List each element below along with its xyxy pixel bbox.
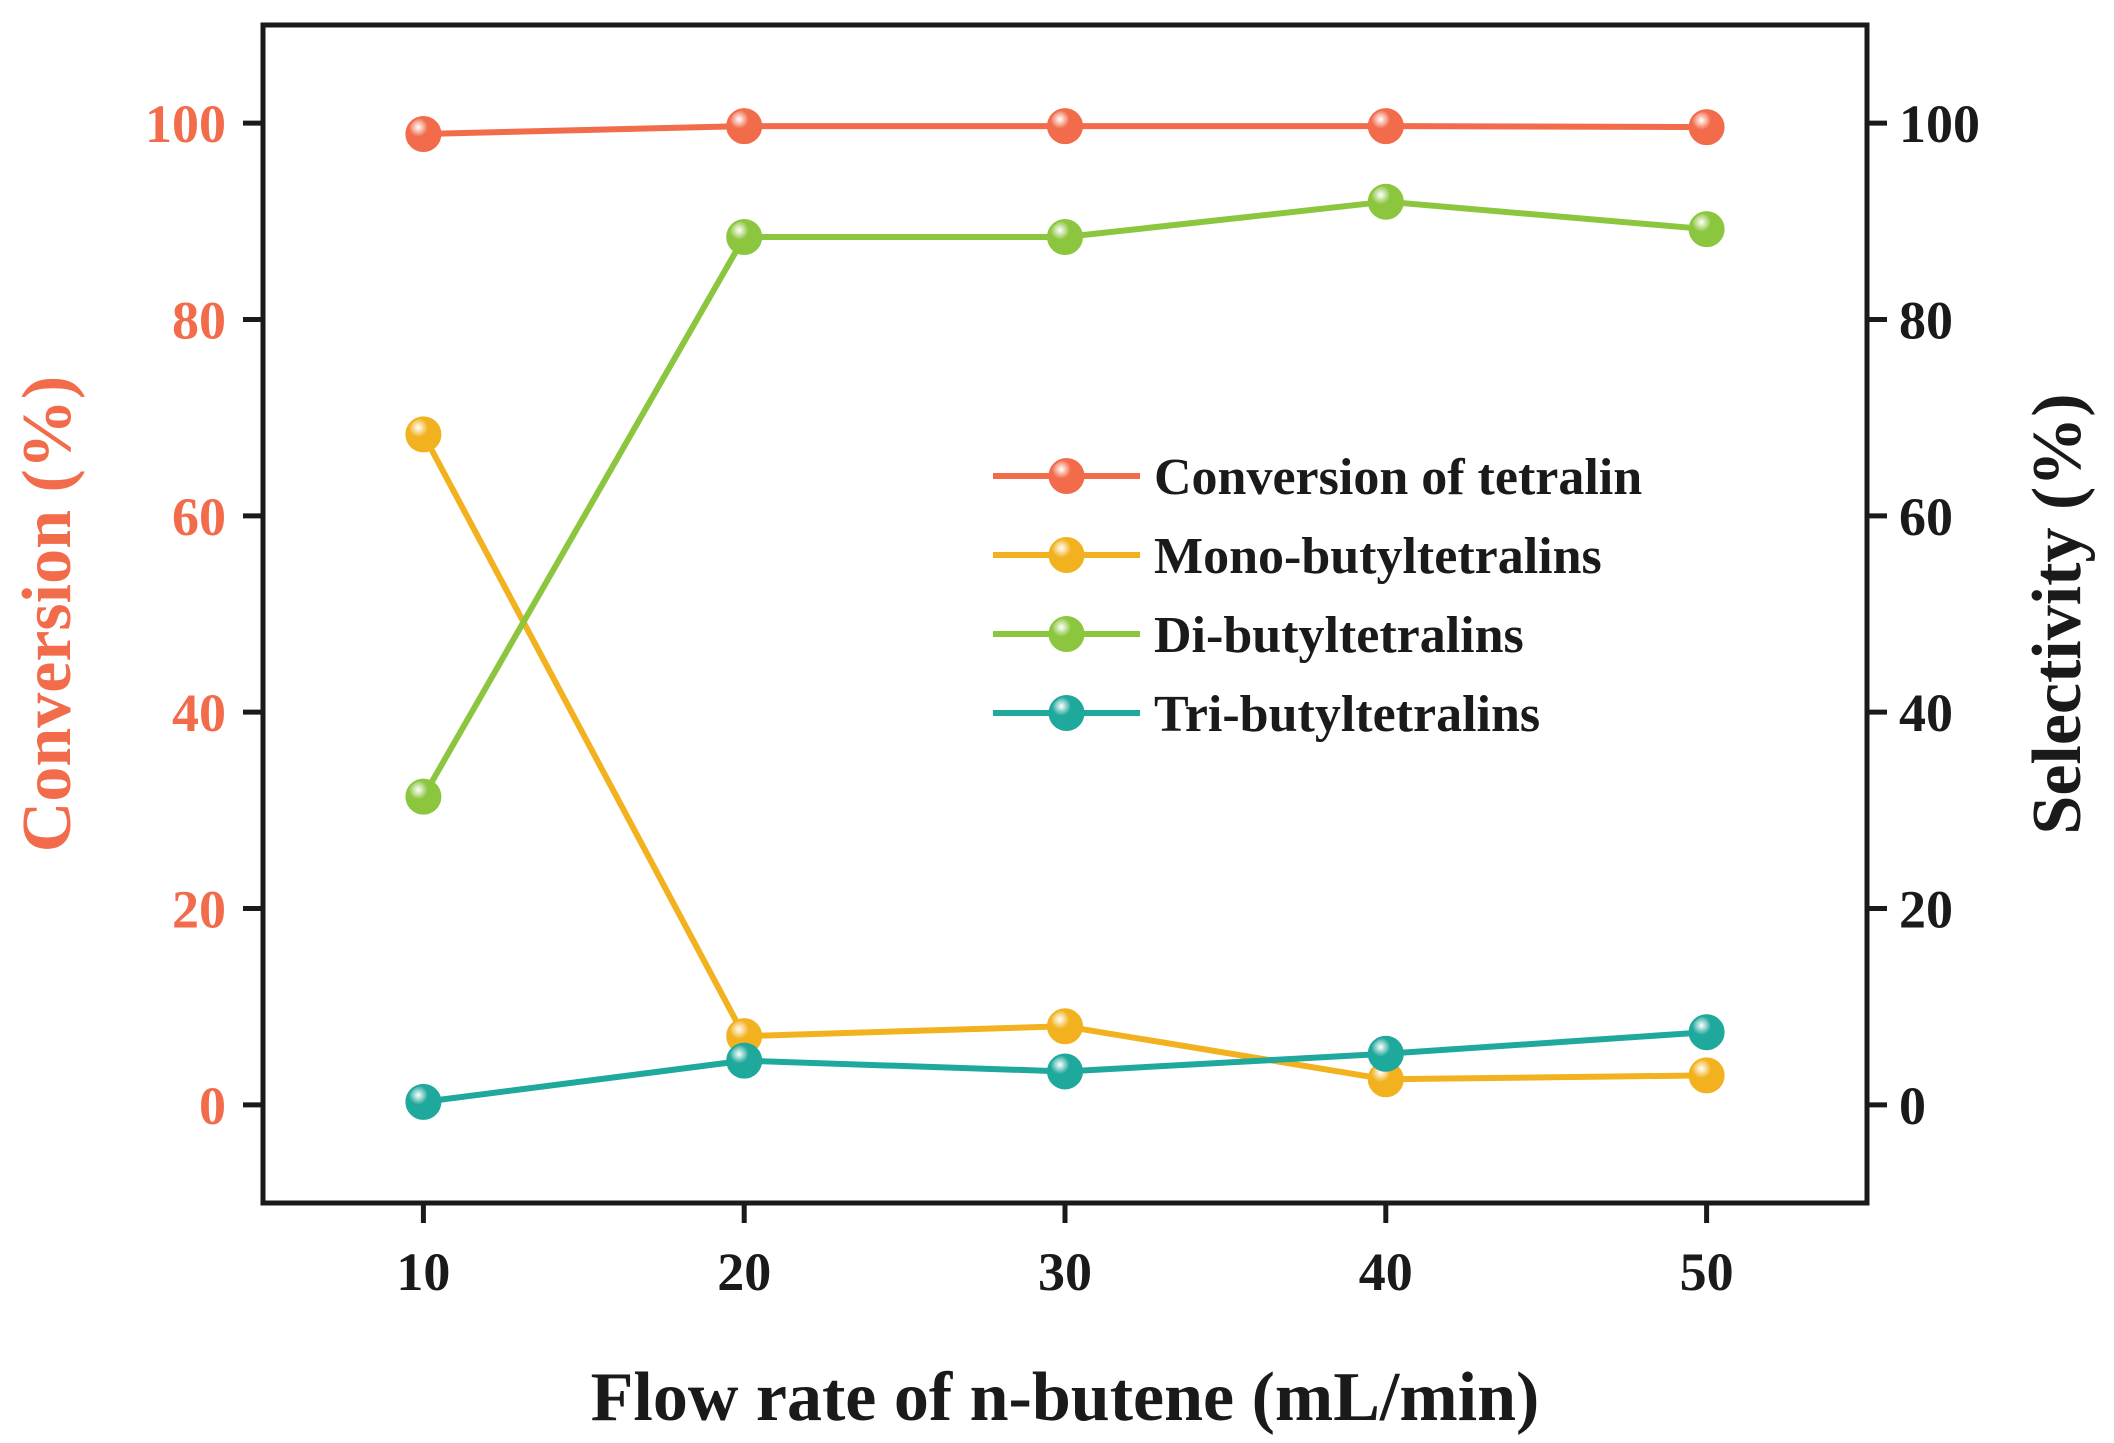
point-tri-butyltetralins-30 — [1047, 1053, 1083, 1090]
point-conversion-of-tetralin-10 — [405, 115, 442, 152]
right-tick-label-40: 40 — [1899, 683, 1953, 743]
point-di-butyltetralins-40 — [1367, 183, 1404, 220]
point-di-butyltetralins-30 — [1047, 219, 1083, 256]
legend-marker-mono-butyltetralins — [1048, 537, 1085, 573]
left-tick-label-80: 80 — [172, 291, 226, 351]
ticks-layer: 10 20 30 40 50 0 0 20 20 40 40 60 60 80 80 100 100 — [145, 94, 1980, 1302]
point-mono-butyltetralins-50 — [1688, 1057, 1725, 1094]
left-tick-label-60: 60 — [172, 487, 226, 547]
legend-label-mono-butyltetralins: Mono-butyltetralins — [1154, 528, 1602, 585]
legend-label-tri-butyltetralins: Tri-butyltetralins — [1154, 686, 1540, 743]
right-tick-label-100: 100 — [1899, 94, 1980, 154]
legend-marker-tri-butyltetralins — [1048, 695, 1085, 731]
point-conversion-of-tetralin-50 — [1688, 109, 1725, 146]
point-di-butyltetralins-10 — [405, 778, 442, 815]
left-tick-label-20: 20 — [172, 880, 226, 940]
right-tick-label-20: 20 — [1899, 880, 1953, 940]
legend-label-di-butyltetralins: Di-butyltetralins — [1154, 607, 1524, 664]
right-axis-title: Selectivity (%) — [2019, 393, 2096, 834]
left-tick-label-40: 40 — [172, 683, 226, 743]
right-tick-label-80: 80 — [1899, 291, 1953, 351]
x-tick-label-40: 40 — [1359, 1242, 1413, 1302]
point-tri-butyltetralins-10 — [405, 1083, 442, 1120]
x-axis-title: Flow rate of n-butene (mL/min) — [591, 1359, 1540, 1436]
series-layer — [405, 108, 1725, 1120]
legend: Conversion of tetralin Mono-butyltetralin… — [993, 449, 1642, 743]
x-tick-label-20: 20 — [717, 1242, 771, 1302]
point-tri-butyltetralins-50 — [1688, 1014, 1725, 1051]
x-tick-label-30: 30 — [1038, 1242, 1092, 1302]
left-tick-label-100: 100 — [145, 94, 226, 154]
point-di-butyltetralins-20 — [726, 219, 763, 256]
point-mono-butyltetralins-10 — [405, 416, 442, 453]
point-conversion-of-tetralin-40 — [1367, 108, 1404, 145]
x-tick-label-50: 50 — [1680, 1242, 1734, 1302]
legend-label-conversion-of-tetralin: Conversion of tetralin — [1154, 449, 1642, 506]
right-tick-label-60: 60 — [1899, 487, 1953, 547]
point-di-butyltetralins-50 — [1688, 211, 1725, 248]
right-tick-label-0: 0 — [1899, 1076, 1926, 1136]
point-mono-butyltetralins-30 — [1047, 1008, 1083, 1045]
x-tick-label-10: 10 — [396, 1242, 450, 1302]
point-tri-butyltetralins-40 — [1367, 1035, 1404, 1072]
point-conversion-of-tetralin-20 — [726, 108, 763, 145]
left-tick-label-0: 0 — [199, 1076, 226, 1136]
legend-marker-di-butyltetralins — [1048, 616, 1085, 652]
legend-marker-conversion-of-tetralin — [1048, 458, 1085, 494]
point-conversion-of-tetralin-30 — [1047, 108, 1083, 145]
left-axis-title: Conversion (%) — [9, 376, 86, 852]
point-tri-butyltetralins-20 — [726, 1042, 763, 1079]
